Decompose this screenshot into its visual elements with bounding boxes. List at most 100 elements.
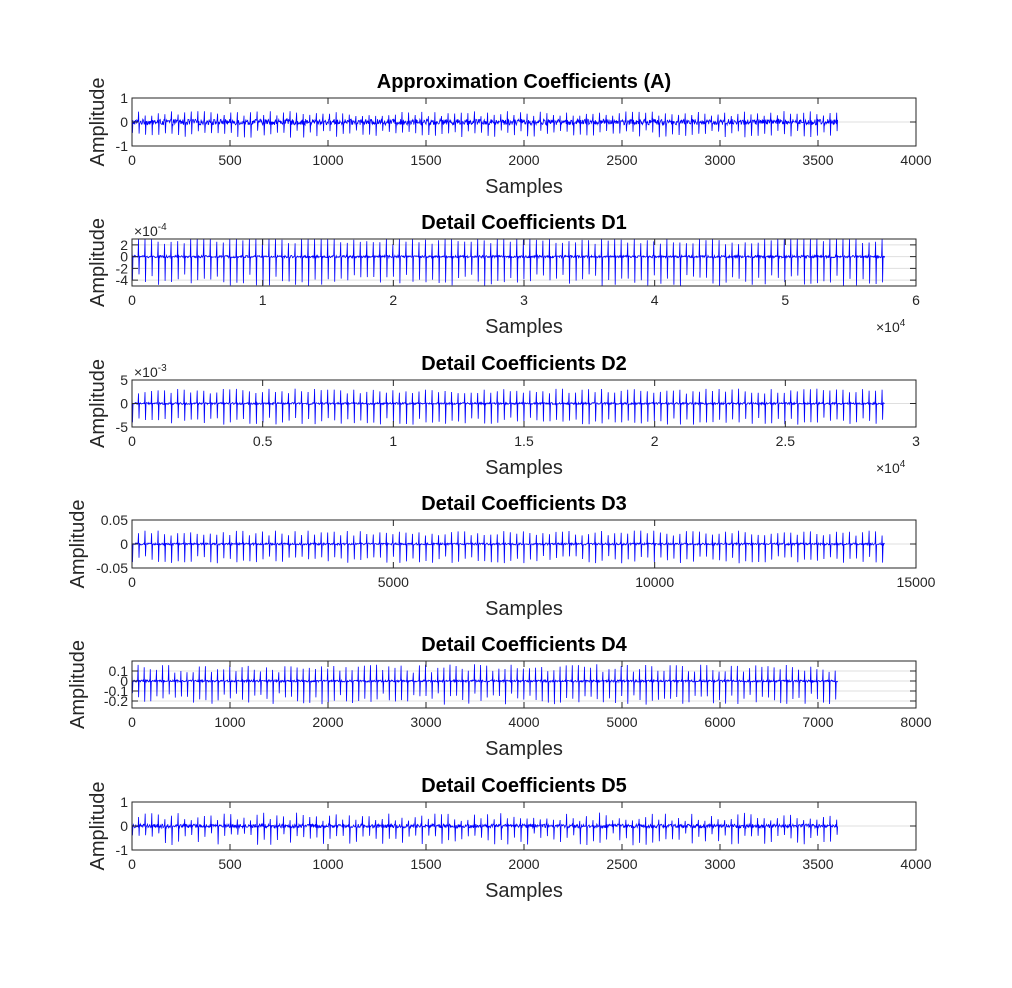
y-tick-label: 0.1 — [109, 663, 129, 679]
subplot-6: 0 500 1000 1500 2000 2500 3000 3500 4000-101Deta… — [87, 775, 932, 902]
x-tick-label: 4 — [651, 292, 659, 308]
y-tick-label: 0 — [120, 114, 128, 130]
x-tick-label: 3500 — [802, 856, 833, 872]
x-tick-label: 3000 — [410, 714, 441, 730]
x-axis-label: Samples — [485, 880, 563, 902]
y-axis-label: Amplitude — [87, 78, 109, 167]
x-tick-label: 1.5 — [514, 433, 534, 449]
x-tick-label: 1000 — [312, 152, 343, 168]
y-tick-label: -4 — [116, 272, 129, 288]
x-tick-label: 1000 — [312, 856, 343, 872]
subplot-title: Detail Coefficients D1 — [421, 212, 627, 234]
x-tick-label: 2 — [651, 433, 659, 449]
x-tick-label: 4000 — [900, 856, 931, 872]
x-tick-label: 6 — [912, 292, 920, 308]
x-tick-label: 2000 — [508, 152, 539, 168]
y-tick-label: -5 — [116, 419, 129, 435]
y-tick-label: 1 — [120, 90, 128, 106]
x-axis-label: Samples — [485, 457, 563, 479]
y-tick-label: -0.1 — [104, 683, 128, 699]
y-tick-label: 5 — [120, 372, 128, 388]
x-tick-label: 3 — [520, 292, 528, 308]
x-tick-label: 10000 — [635, 574, 674, 590]
x-tick-label: 0 — [128, 292, 136, 308]
x-axis-label: Samples — [485, 598, 563, 620]
y-axis-label: Amplitude — [87, 359, 109, 448]
x-exponent-label: ×104 — [876, 459, 906, 476]
y-axis-label: Amplitude — [67, 640, 89, 729]
x-tick-label: 0 — [128, 574, 136, 590]
y-tick-label: 0 — [120, 536, 128, 552]
y-exponent-label: ×10-3 — [134, 363, 167, 380]
signal-line — [131, 238, 885, 287]
subplot-title: Approximation Coefficients (A) — [377, 71, 671, 93]
x-tick-label: 1500 — [410, 152, 441, 168]
x-tick-label: 0 — [128, 856, 136, 872]
signal-line — [131, 664, 838, 705]
x-axis-label: Samples — [485, 316, 563, 338]
x-tick-label: 1500 — [410, 856, 441, 872]
y-tick-label: -1 — [116, 842, 129, 858]
y-tick-label: -0.2 — [104, 693, 128, 709]
x-tick-label: 2500 — [606, 856, 637, 872]
x-tick-label: 500 — [218, 152, 242, 168]
x-tick-label: 3000 — [704, 856, 735, 872]
x-tick-label: 1 — [259, 292, 267, 308]
x-axis-label: Samples — [485, 738, 563, 760]
y-tick-label: 0 — [120, 396, 128, 412]
x-tick-label: 0 — [128, 152, 136, 168]
subplot-title: Detail Coefficients D2 — [421, 353, 627, 375]
subplot-title: Detail Coefficients D3 — [421, 493, 627, 515]
signal-line — [131, 388, 885, 425]
x-tick-label: 3500 — [802, 152, 833, 168]
y-tick-label: -1 — [116, 138, 129, 154]
signal-line — [131, 111, 838, 138]
x-tick-label: 2000 — [312, 714, 343, 730]
subplot-title: Detail Coefficients D5 — [421, 775, 627, 797]
y-axis-label: Amplitude — [87, 782, 109, 871]
y-tick-label: -2 — [116, 260, 129, 276]
y-exponent-label: ×10-4 — [134, 222, 167, 239]
y-tick-label: 0 — [120, 249, 128, 265]
signal-line — [131, 812, 838, 846]
x-axis-label: Samples — [485, 176, 563, 198]
x-tick-label: 7000 — [802, 714, 833, 730]
x-tick-label: 2.5 — [776, 433, 796, 449]
x-tick-label: 1 — [389, 433, 397, 449]
subplot-title: Detail Coefficients D4 — [421, 634, 627, 656]
x-tick-label: 500 — [218, 856, 242, 872]
x-exponent-label: ×104 — [876, 318, 906, 335]
x-tick-label: 5 — [781, 292, 789, 308]
x-tick-label: 2 — [389, 292, 397, 308]
x-tick-label: 2500 — [606, 152, 637, 168]
x-tick-label: 1000 — [214, 714, 245, 730]
x-tick-label: 3000 — [704, 152, 735, 168]
y-tick-label: 0.05 — [101, 512, 128, 528]
signal-line — [131, 530, 885, 564]
x-tick-label: 6000 — [704, 714, 735, 730]
subplot-1: 0 500 1000 1500 2000 2500 3000 3500 4000-101Appr… — [87, 71, 932, 198]
y-axis-label: Amplitude — [87, 218, 109, 307]
y-tick-label: 0 — [120, 818, 128, 834]
x-tick-label: 5000 — [378, 574, 409, 590]
x-tick-label: 3 — [912, 433, 920, 449]
x-tick-label: 4000 — [508, 714, 539, 730]
x-tick-label: 0 — [128, 433, 136, 449]
y-tick-label: 1 — [120, 794, 128, 810]
x-tick-label: 2000 — [508, 856, 539, 872]
y-tick-label: -0.05 — [96, 560, 128, 576]
x-tick-label: 4000 — [900, 152, 931, 168]
x-tick-label: 15000 — [897, 574, 936, 590]
x-tick-label: 0.5 — [253, 433, 273, 449]
subplot-5: 0 1000 2000 3000 4000 5000 6000 7000 8000 -0.2-0.… — [67, 634, 932, 760]
x-tick-label: 8000 — [900, 714, 931, 730]
y-axis-label: Amplitude — [67, 500, 89, 589]
x-tick-label: 5000 — [606, 714, 637, 730]
y-tick-label: 2 — [120, 237, 128, 253]
y-tick-label: 0 — [120, 673, 128, 689]
x-tick-label: 0 — [128, 714, 136, 730]
